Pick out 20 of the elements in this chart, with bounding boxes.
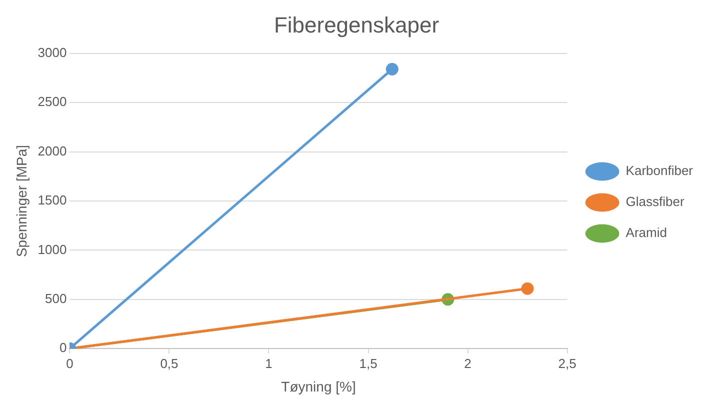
y-tick-label: 1500 xyxy=(38,192,67,208)
x-tick-label: 1,5 xyxy=(359,356,378,371)
x-tick-label: 2,5 xyxy=(558,356,576,371)
x-axis-title: Tøyning [%] xyxy=(281,378,356,394)
legend-label: Glassfiber xyxy=(626,194,685,210)
point xyxy=(521,282,534,295)
x-tick-label: 0,5 xyxy=(160,356,178,371)
y-tick-label: 2500 xyxy=(38,94,67,110)
y-tick-label: 0 xyxy=(59,340,67,356)
point xyxy=(386,62,398,76)
legend-label: Aramid xyxy=(626,225,667,240)
y-tick-label: 500 xyxy=(45,290,67,306)
y-tick-label: 1000 xyxy=(38,242,67,257)
y-axis-title: Spenninger [MPa] xyxy=(13,144,30,258)
x-tick-label: 1 xyxy=(265,356,272,371)
y-tick-label: 3000 xyxy=(38,44,67,60)
x-tick-label: 2 xyxy=(464,356,472,371)
y-tick-label: 2000 xyxy=(38,143,67,158)
chart-title: Fiberegenskaper xyxy=(274,12,440,38)
legend-label: Karbonfiber xyxy=(626,163,694,178)
